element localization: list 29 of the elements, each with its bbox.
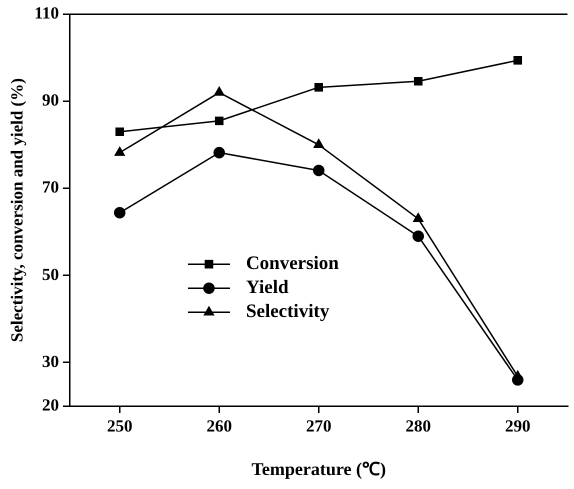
y-tick-label: 70 (42, 178, 59, 197)
point (412, 230, 424, 242)
legend-label: Conversion (246, 253, 340, 274)
point (513, 56, 522, 65)
point (214, 86, 224, 96)
point (413, 213, 424, 222)
y-tick-label: 90 (42, 90, 59, 110)
point (114, 146, 125, 156)
point (213, 146, 225, 158)
point (115, 127, 124, 136)
legend-label: Yield (246, 277, 289, 298)
x-tick-label: 260 (206, 416, 232, 436)
point (312, 164, 324, 176)
x-tick-label: 290 (504, 416, 530, 436)
point (414, 76, 423, 86)
x-tick-label: 280 (405, 416, 431, 436)
point (114, 206, 126, 218)
y-tick-label: 20 (42, 395, 59, 414)
y-tick-label: 50 (42, 264, 59, 284)
point (314, 139, 324, 148)
legend-label: Selectivity (246, 301, 330, 322)
point (314, 83, 324, 92)
x-axis-title: Temperature (℃) (251, 458, 386, 479)
x-tick-label: 250 (106, 416, 132, 436)
point (214, 116, 224, 126)
y-axis-title: Selectivity, conversion and yield (%) (8, 78, 27, 342)
x-tick-label: 270 (306, 416, 332, 436)
y-tick-label: 30 (42, 352, 59, 371)
y-tick-label: 110 (34, 4, 59, 23)
